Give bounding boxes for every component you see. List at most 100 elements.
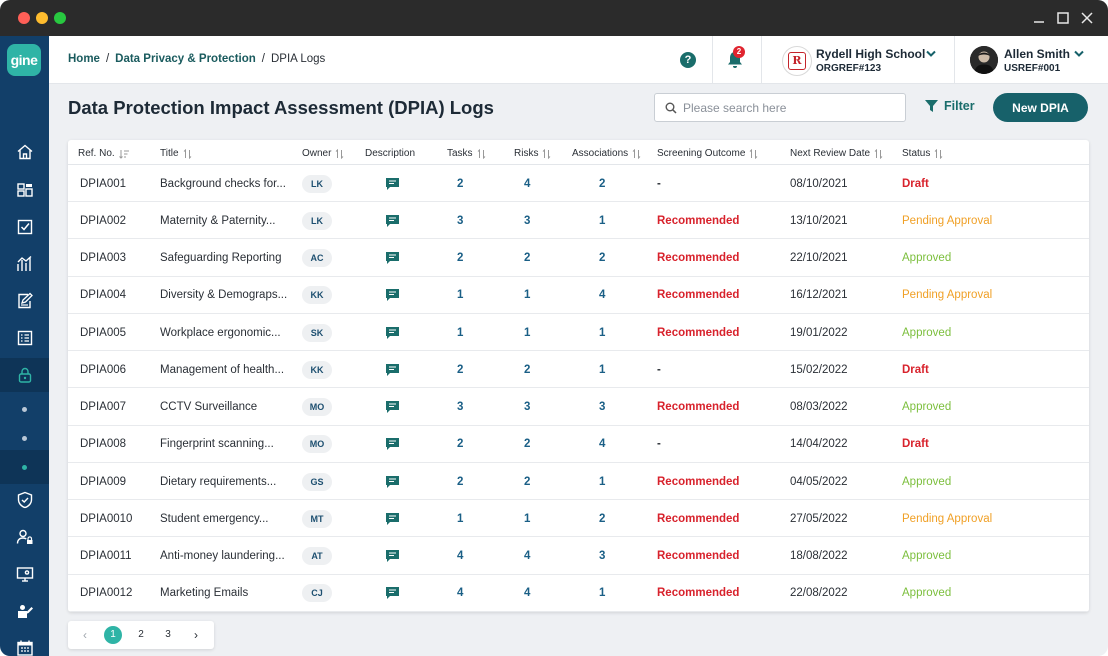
cell-associations[interactable]: 4	[599, 438, 606, 451]
comment-icon[interactable]	[385, 214, 400, 228]
cell-ref[interactable]: DPIA006	[80, 363, 127, 376]
owner-badge[interactable]: MO	[302, 435, 332, 454]
cell-title[interactable]: Diversity & Demograps...	[160, 277, 294, 314]
comment-icon[interactable]	[385, 363, 400, 377]
submenu-dot-2[interactable]	[0, 421, 49, 455]
monitor-settings-icon[interactable]	[0, 557, 49, 591]
cell-risks[interactable]: 3	[524, 214, 531, 227]
cell-risks[interactable]: 4	[524, 587, 531, 600]
cell-risks[interactable]: 1	[524, 289, 531, 302]
column-header-next-review-date[interactable]: Next Review Date	[790, 148, 883, 159]
cell-tasks[interactable]: 3	[457, 214, 464, 227]
cell-associations[interactable]: 3	[599, 401, 606, 413]
search-input[interactable]	[683, 98, 898, 117]
cell-title[interactable]: Workplace ergonomic...	[160, 314, 294, 351]
next-page-icon[interactable]: ›	[194, 628, 198, 642]
maximize-icon[interactable]	[1054, 9, 1072, 27]
cell-tasks[interactable]: 2	[457, 252, 464, 264]
cell-title[interactable]: Fingerprint scanning...	[160, 426, 294, 463]
owner-badge[interactable]: AC	[302, 249, 332, 267]
comment-icon[interactable]	[385, 288, 400, 302]
org-name[interactable]: Rydell High School	[816, 47, 926, 61]
cell-ref[interactable]: DPIA009	[80, 475, 127, 488]
window-minimize-dot[interactable]	[36, 12, 48, 24]
home-icon[interactable]	[0, 135, 49, 169]
cell-ref[interactable]: DPIA003	[80, 252, 127, 264]
table-row[interactable]: DPIA0011 Anti-money laundering... AT 4 4 3 Rec…	[68, 538, 1089, 575]
column-header-screening-outcome[interactable]: Screening Outcome	[657, 148, 758, 159]
table-row[interactable]: DPIA008 Fingerprint scanning... MO 2 2 4 - 14/0…	[68, 426, 1089, 463]
user-lock-icon[interactable]	[0, 520, 49, 554]
page-3[interactable]: 3	[165, 629, 171, 640]
cell-ref[interactable]: DPIA005	[80, 326, 127, 339]
cell-associations[interactable]: 2	[599, 177, 606, 190]
submenu-dot-3[interactable]	[0, 450, 49, 484]
checklist-icon[interactable]	[0, 210, 49, 244]
chevron-down-icon[interactable]	[926, 50, 936, 58]
cell-tasks[interactable]: 4	[457, 587, 464, 600]
cell-risks[interactable]: 3	[524, 401, 531, 413]
submenu-dot-1[interactable]	[0, 392, 49, 426]
analytics-icon[interactable]	[0, 247, 49, 281]
dashboard-icon[interactable]	[0, 173, 49, 207]
cell-ref[interactable]: DPIA0011	[80, 550, 132, 562]
edit-document-icon[interactable]	[0, 284, 49, 318]
lock-icon[interactable]	[0, 358, 49, 392]
owner-badge[interactable]: MO	[302, 398, 332, 416]
cell-tasks[interactable]: 1	[457, 289, 464, 302]
cell-associations[interactable]: 2	[599, 512, 606, 525]
column-header-owner[interactable]: Owner	[302, 148, 344, 159]
chevron-down-icon[interactable]	[1074, 50, 1084, 58]
owner-badge[interactable]: CJ	[302, 584, 332, 603]
cell-tasks[interactable]: 3	[457, 401, 464, 413]
cell-tasks[interactable]: 2	[457, 475, 464, 488]
column-header-tasks[interactable]: Tasks	[447, 148, 486, 159]
cell-associations[interactable]: 1	[599, 475, 606, 488]
column-header-risks[interactable]: Risks	[514, 148, 551, 159]
cell-associations[interactable]: 3	[599, 550, 606, 562]
cell-risks[interactable]: 1	[524, 512, 531, 525]
cell-associations[interactable]: 2	[599, 252, 606, 264]
shield-icon[interactable]	[0, 483, 49, 517]
owner-badge[interactable]: KK	[302, 286, 332, 305]
comment-icon[interactable]	[385, 586, 400, 600]
new-dpia-button[interactable]: New DPIA	[993, 93, 1088, 122]
cell-title[interactable]: CCTV Surveillance	[160, 389, 294, 426]
app-logo[interactable]: gine	[7, 44, 41, 76]
cell-associations[interactable]: 4	[599, 289, 606, 302]
cell-associations[interactable]: 1	[599, 326, 606, 339]
filter-button[interactable]: Filter	[924, 99, 975, 113]
comment-icon[interactable]	[385, 400, 400, 414]
cell-ref[interactable]: DPIA0012	[80, 587, 133, 600]
owner-badge[interactable]: GS	[302, 472, 332, 491]
table-row[interactable]: DPIA001 Background checks for... LK 2 4 2 - 08/…	[68, 165, 1089, 202]
comment-icon[interactable]	[385, 512, 400, 526]
close-icon[interactable]	[1078, 9, 1096, 27]
user-name[interactable]: Allen Smith	[1004, 47, 1071, 61]
owner-badge[interactable]: MT	[302, 509, 332, 528]
comment-icon[interactable]	[385, 177, 400, 191]
avatar[interactable]	[970, 46, 998, 74]
cell-tasks[interactable]: 2	[457, 363, 464, 376]
cell-tasks[interactable]: 1	[457, 512, 464, 525]
page-2[interactable]: 2	[138, 629, 144, 640]
cell-associations[interactable]: 1	[599, 587, 606, 600]
cell-risks[interactable]: 2	[524, 252, 531, 264]
comment-icon[interactable]	[385, 549, 400, 563]
minimize-icon[interactable]	[1030, 9, 1048, 27]
column-header-status[interactable]: Status	[902, 148, 943, 159]
breadcrumb-home[interactable]: Home	[68, 53, 100, 65]
cell-title[interactable]: Anti-money laundering...	[160, 538, 294, 575]
window-close-dot[interactable]	[18, 12, 30, 24]
cell-risks[interactable]: 2	[524, 475, 531, 488]
cell-ref[interactable]: DPIA008	[80, 438, 127, 451]
owner-badge[interactable]: SK	[302, 323, 332, 342]
table-row[interactable]: DPIA009 Dietary requirements... GS 2 2 1 Recom…	[68, 463, 1089, 500]
cell-title[interactable]: Marketing Emails	[160, 575, 294, 612]
cell-title[interactable]: Student emergency...	[160, 500, 294, 537]
column-header-ref[interactable]: Ref. No.	[78, 148, 130, 159]
cell-title[interactable]: Dietary requirements...	[160, 463, 294, 500]
prev-page-icon[interactable]: ‹	[83, 628, 87, 642]
cell-ref[interactable]: DPIA001	[80, 177, 127, 190]
owner-badge[interactable]: KK	[302, 360, 332, 379]
